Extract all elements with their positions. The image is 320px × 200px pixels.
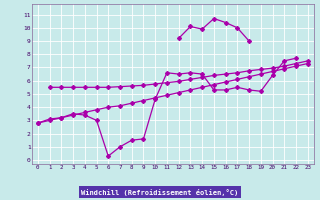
Text: Windchill (Refroidissement éolien,°C): Windchill (Refroidissement éolien,°C) xyxy=(81,188,239,196)
